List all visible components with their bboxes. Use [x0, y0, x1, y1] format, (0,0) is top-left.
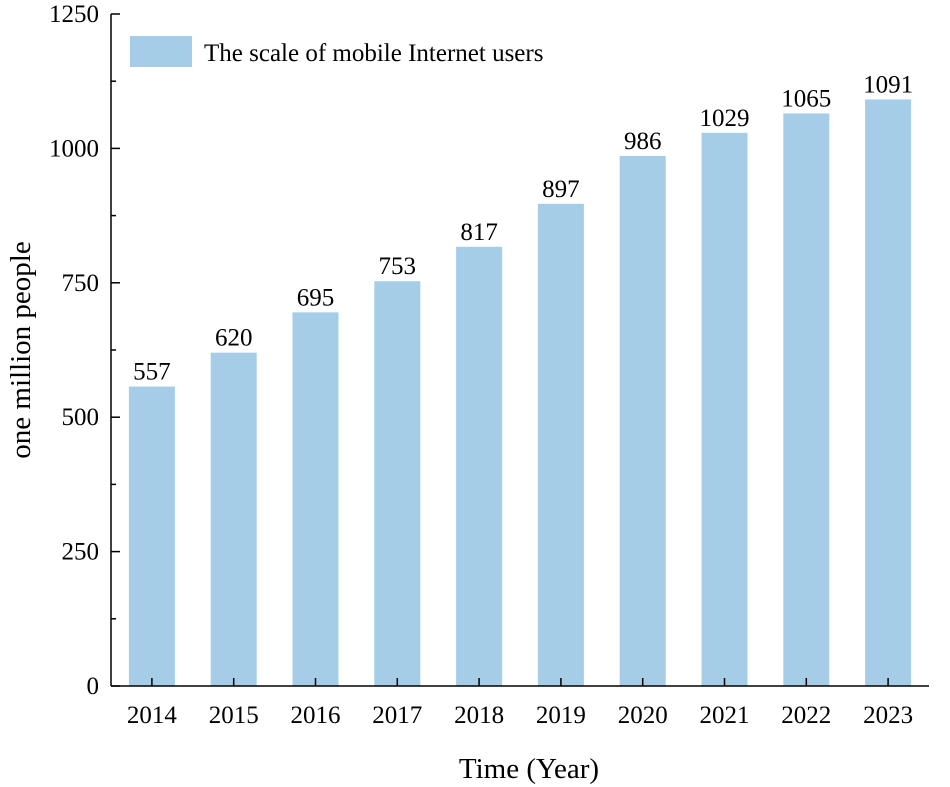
data-label-2019: 897 — [542, 176, 580, 203]
x-tick-label-2015: 2015 — [209, 702, 259, 729]
x-tick-label-2022: 2022 — [781, 702, 831, 729]
x-axis-label: Time (Year) — [459, 753, 599, 785]
bar-2022 — [783, 113, 830, 687]
bars-layer — [128, 99, 912, 687]
x-tick-label-2018: 2018 — [454, 702, 504, 729]
bar-2017 — [374, 281, 421, 686]
x-tick-label-2021: 2021 — [700, 702, 750, 729]
y-axis-label: one million people — [5, 241, 37, 458]
y-tick-label-1250: 1250 — [49, 1, 99, 28]
y-tick-label-750: 750 — [62, 270, 100, 297]
data-labels-layer: 557 620 695 753 817 897 986 1029 1065 1091 — [133, 71, 913, 385]
data-label-2021: 1029 — [700, 105, 750, 132]
legend-swatch — [130, 36, 192, 67]
data-label-2016: 695 — [297, 284, 335, 311]
bar-2015 — [210, 352, 257, 686]
data-label-2017: 753 — [379, 253, 417, 280]
data-label-2014: 557 — [133, 359, 171, 386]
data-label-2015: 620 — [215, 325, 253, 352]
data-label-2023: 1091 — [863, 71, 913, 98]
x-tick-label-2019: 2019 — [536, 702, 586, 729]
bar-2016 — [292, 312, 339, 686]
y-tick-label-500: 500 — [62, 404, 100, 431]
y-tick-label-250: 250 — [62, 539, 100, 566]
bar-2023 — [865, 99, 912, 687]
y-tick-label-0: 0 — [87, 673, 100, 700]
bar-2019 — [537, 203, 584, 686]
bar-2018 — [456, 246, 503, 686]
x-tick-label-2016: 2016 — [291, 702, 341, 729]
y-tick-label-1000: 1000 — [49, 135, 99, 162]
x-tick-label-2014: 2014 — [127, 702, 178, 729]
x-tick-label-2020: 2020 — [618, 702, 668, 729]
bar-2020 — [619, 155, 666, 687]
axes-layer: 0 250 500 750 1000 1250 2014 2015 2016 2017 2018 20… — [49, 1, 929, 729]
data-label-2020: 986 — [624, 128, 662, 155]
data-label-2018: 817 — [460, 219, 498, 246]
x-tick-label-2023: 2023 — [863, 702, 913, 729]
data-label-2022: 1065 — [781, 85, 831, 112]
legend-label: The scale of mobile Internet users — [204, 40, 543, 67]
bar-2014 — [128, 386, 175, 686]
bar-2021 — [701, 132, 748, 687]
x-tick-label-2017: 2017 — [372, 702, 422, 729]
legend: The scale of mobile Internet users — [130, 36, 543, 67]
